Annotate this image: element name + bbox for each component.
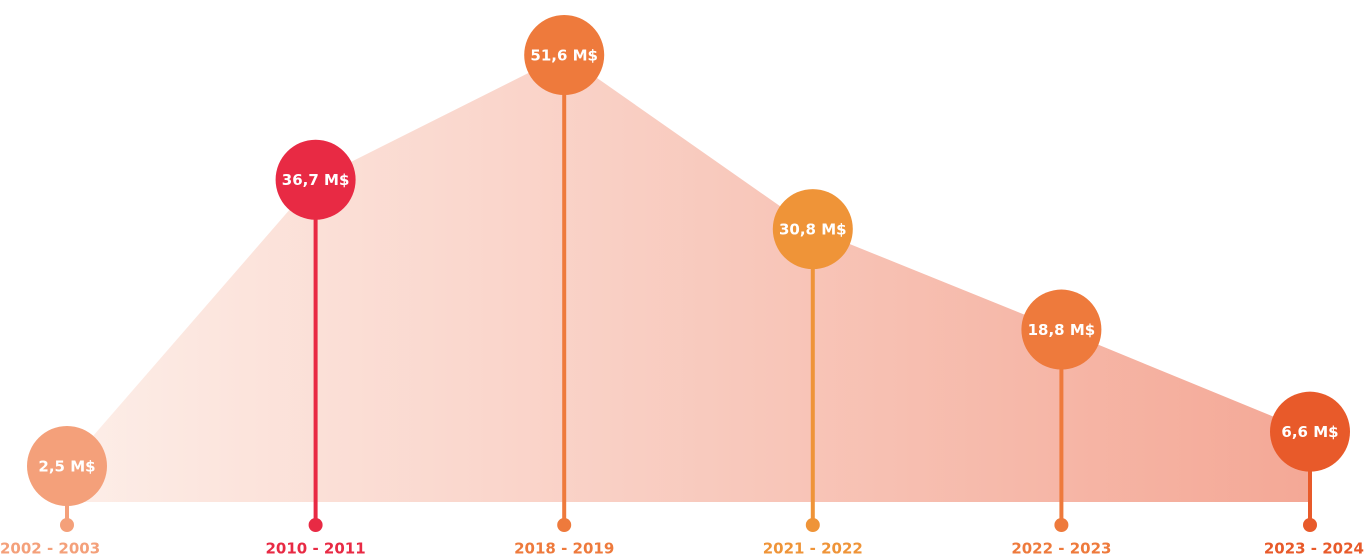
value-bubble <box>275 139 356 220</box>
value-bubble <box>1021 289 1102 370</box>
base-dot <box>805 518 820 532</box>
base-dot <box>1054 518 1069 532</box>
base-dot <box>308 518 323 532</box>
base-dot <box>60 518 74 532</box>
category-label: 2010 - 2011 <box>266 540 366 558</box>
category-label: 2023 - 2024 <box>1264 540 1364 558</box>
value-label: 30,8 M$ <box>779 221 847 239</box>
value-bubble <box>1270 391 1350 472</box>
value-bubble <box>27 426 107 506</box>
value-label: 18,8 M$ <box>1028 321 1096 339</box>
category-label: 2002 - 2003 <box>0 540 100 558</box>
value-label: 6,6 M$ <box>1281 423 1338 441</box>
category-label: 2022 - 2023 <box>1011 540 1111 558</box>
value-bubble <box>524 15 605 95</box>
base-dot <box>1303 518 1317 532</box>
value-bubble <box>772 189 853 270</box>
value-label: 51,6 M$ <box>530 47 598 65</box>
value-label: 2,5 M$ <box>38 458 95 476</box>
category-label: 2018 - 2019 <box>514 540 614 558</box>
base-dot <box>557 518 572 532</box>
value-label: 36,7 M$ <box>282 171 350 189</box>
category-label: 2021 - 2022 <box>763 540 863 558</box>
area <box>67 55 1310 502</box>
